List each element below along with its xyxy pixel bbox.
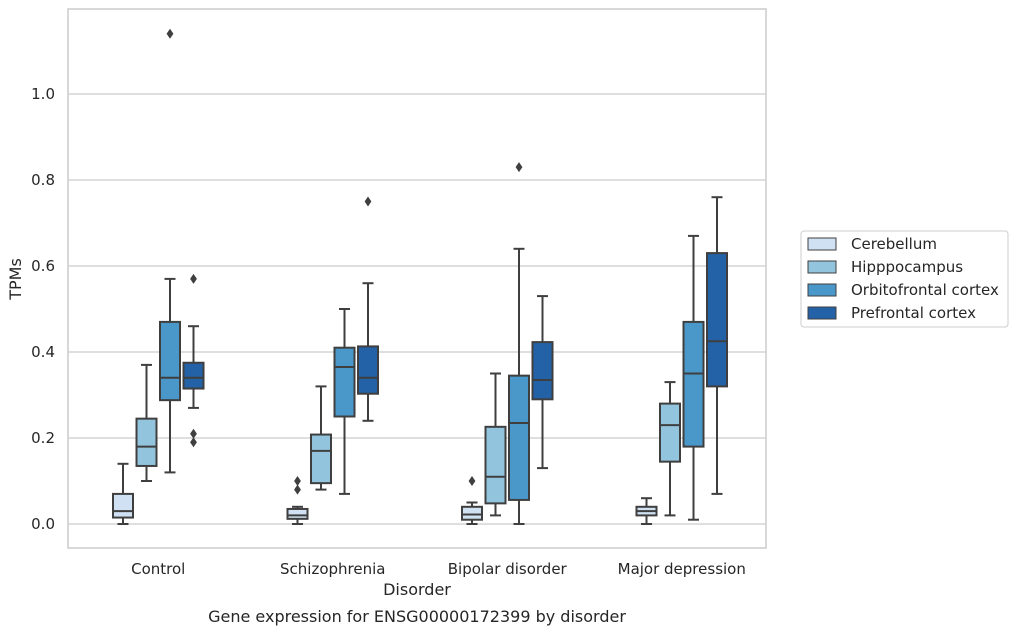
x-tick-label: Major depression [618,560,746,578]
y-tick-label: 0.4 [31,343,55,361]
legend-frame [800,230,1009,328]
x-tick-label: Bipolar disorder [448,560,568,578]
x-axis-ticks: Control Schizophrenia Bipolar disorder Majo… [131,560,746,578]
box-iqr [357,345,379,395]
y-axis-ticks: 0.0 0.2 0.4 0.6 0.8 1.0 [31,85,55,533]
box-hipppocampus [135,363,158,482]
plot-area [67,8,767,549]
box-iqr [159,320,181,402]
outlier-point [468,476,476,486]
box-prefrontal-cortex [531,295,554,470]
box-iqr [112,492,134,519]
y-tick-label: 0.2 [31,429,55,447]
y-tick-label: 0.0 [31,515,55,533]
outlier-point [190,428,197,439]
box-iqr [135,417,158,467]
outlier-point [190,437,197,448]
legend-label: Cerebellum [851,235,937,253]
legend-swatch [807,283,837,297]
outlier-point [294,476,301,486]
outlier-point [515,162,523,173]
y-tick-label: 1.0 [31,85,55,103]
box-iqr [706,252,728,388]
box-orbitofrontal-cortex [159,28,181,474]
box-iqr [461,505,483,521]
box-iqr [682,320,705,448]
x-tick-label: Schizophrenia [280,560,385,578]
box-iqr [484,425,507,505]
box-groups [112,28,728,525]
legend: Cerebellum Hipppocampus Orbitofrontal cort… [800,230,1009,328]
box-hipppocampus [310,385,332,491]
box-iqr [286,507,309,520]
box-iqr [531,341,554,401]
legend-swatch [807,237,837,251]
legend-swatch [807,260,837,274]
box-hipppocampus [484,372,507,517]
box-prefrontal-cortex [357,196,379,422]
box-prefrontal-cortex [706,196,728,495]
outlier-point [364,196,372,207]
box-iqr [310,433,332,485]
box-orbitofrontal-cortex [682,234,705,521]
box-hipppocampus [659,381,681,517]
box-prefrontal-cortex [182,273,205,448]
y-axis-label: TPMs [6,258,25,301]
box-iqr [333,346,356,418]
box-orbitofrontal-cortex [333,308,356,495]
box-iqr [659,402,681,463]
legend-label: Orbitofrontal cortex [851,281,999,299]
box-cerebellum [635,497,658,525]
chart-caption: Gene expression for ENSG00000172399 by d… [208,607,626,626]
y-tick-label: 0.6 [31,257,55,275]
box-cerebellum [112,462,134,525]
y-tick-label: 0.8 [31,171,55,189]
x-axis-label: Disorder [383,580,451,599]
outlier-point [190,273,197,284]
box-cerebellum [286,476,309,525]
outlier-point [166,28,174,39]
box-iqr [508,374,530,501]
x-tick-label: Control [131,560,185,578]
legend-label: Prefrontal cortex [851,304,976,322]
box-iqr [182,361,205,390]
box-cerebellum [461,476,483,525]
legend-swatch [807,306,837,320]
box-orbitofrontal-cortex [508,162,530,525]
legend-label: Hipppocampus [851,258,963,276]
outlier-point [294,484,301,495]
